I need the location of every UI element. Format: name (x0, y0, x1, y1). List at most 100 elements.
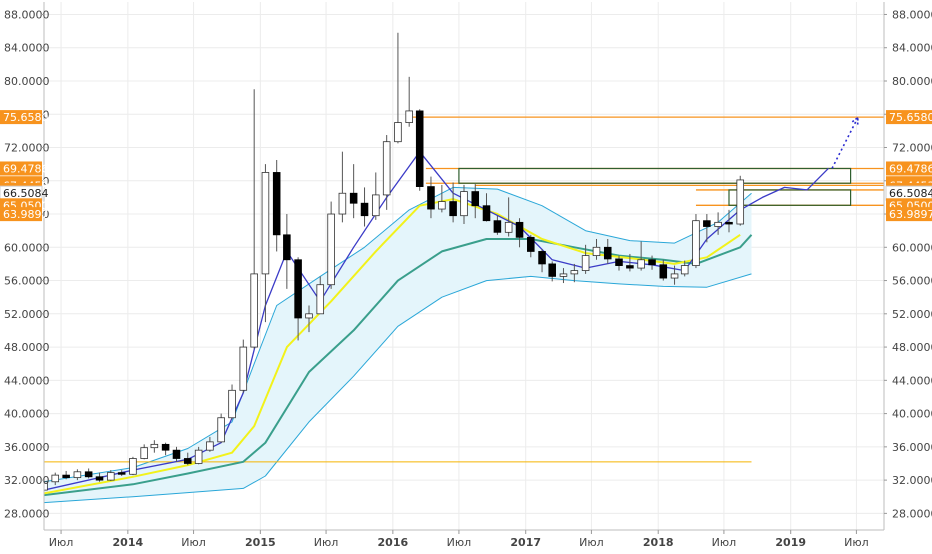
candle-down (415, 110, 424, 187)
x-tick-label: 2014 (113, 536, 144, 549)
plot-area (44, 32, 884, 504)
candle-down (183, 458, 192, 464)
x-tick-label: 2016 (378, 536, 409, 549)
y-tick-label-left: 88.0000 (4, 8, 50, 21)
y-tick-label-left: 52.0000 (4, 308, 50, 321)
y-tick-label-left: 40.0000 (4, 408, 50, 421)
y-tick-label-left: 44.0000 (4, 374, 50, 387)
price-tag-box (886, 110, 932, 125)
price-tags-left: 75.658069.478667.705667.445366.896666.50… (0, 110, 49, 222)
candle-down (703, 220, 711, 227)
y-tick-label-left: 84.0000 (4, 42, 50, 55)
candle-up (637, 259, 645, 269)
candle-up (239, 346, 248, 391)
price-tag-label: 66.5084 (3, 187, 49, 200)
candle-up (692, 220, 700, 266)
candle-down (615, 258, 623, 266)
candle-up (670, 273, 679, 279)
candle-down (515, 221, 524, 238)
candle-down (283, 234, 291, 261)
candle-up (206, 441, 214, 451)
bollinger-lower-line (44, 273, 752, 504)
y-tick-label-left: 56.0000 (4, 275, 50, 288)
x-tick-label: Июл (314, 536, 339, 549)
price-tags-right: 75.658069.478667.705667.445366.896666.50… (885, 110, 932, 222)
candle-up (504, 221, 513, 233)
candle-up (559, 273, 568, 277)
price-tag-label: 66.5084 (889, 187, 932, 200)
price-zone (458, 167, 852, 184)
candle-down (84, 471, 93, 478)
candle-down (427, 186, 435, 210)
price-tag-label: 63.9897 (889, 208, 932, 221)
x-tick-label: 2018 (643, 536, 674, 549)
y-tick-label-right: 84.0000 (892, 42, 932, 55)
candle-up (382, 141, 391, 196)
y-tick-label-right: 60.0000 (892, 241, 932, 254)
candle-up (107, 472, 115, 481)
candle-down (493, 220, 502, 233)
candle-down (725, 221, 733, 225)
x-tick-label: 2017 (510, 536, 541, 549)
candle-up (73, 471, 82, 479)
price-tag-label: 69.4786 (889, 162, 932, 175)
x-tick-label: Июл (844, 536, 869, 549)
candle-up (327, 213, 335, 286)
candle-down (360, 202, 369, 217)
ema-slow-line (44, 234, 753, 497)
y-tick-label-right: 88.0000 (892, 8, 932, 21)
candle-up (460, 191, 468, 217)
x-tick-label: 2015 (245, 536, 276, 549)
y-tick-label-left: 48.0000 (4, 341, 50, 354)
candle-down (117, 472, 126, 475)
price-tag-box (0, 207, 42, 222)
candle-up (338, 192, 347, 215)
candle-up (372, 194, 380, 217)
x-tick-label: Июл (447, 536, 472, 549)
candle-up (129, 458, 137, 475)
candle-down (272, 172, 281, 236)
y-tick-label-left: 32.0000 (4, 474, 50, 487)
x-tick-label: 2019 (775, 536, 806, 549)
candle-down (95, 476, 104, 481)
candle-up (714, 221, 722, 227)
candle-up (261, 172, 270, 275)
candle-up (305, 313, 313, 319)
candle-up (736, 179, 745, 225)
y-tick-label-right: 44.0000 (892, 374, 932, 387)
candle-down (62, 474, 70, 479)
candle-up (150, 443, 159, 449)
candle-up (680, 265, 689, 275)
y-tick-label-right: 52.0000 (892, 308, 932, 321)
candle-up (394, 122, 402, 143)
candle-up (194, 449, 203, 464)
price-tag-label: 75.6580 (889, 111, 932, 124)
y-tick-label-right: 72.0000 (892, 142, 932, 155)
candle-down (449, 201, 457, 217)
price-tag-label: 69.4786 (3, 162, 49, 175)
x-tick-label: Июл (181, 536, 206, 549)
x-tick-label: Июл (579, 536, 604, 549)
y-tick-label-right: 36.0000 (892, 441, 932, 454)
candle-up (581, 255, 590, 271)
bollinger-upper-line (44, 186, 752, 483)
y-tick-label-left: 28.0000 (4, 507, 50, 520)
candles (44, 32, 745, 493)
y-tick-label-right: 56.0000 (892, 275, 932, 288)
candle-down (172, 449, 181, 459)
y-tick-label-left: 60.0000 (4, 241, 50, 254)
candle-up (140, 447, 148, 459)
price-tag-label: 63.9897 (3, 208, 49, 221)
candle-up (405, 110, 413, 123)
price-tag-box (0, 110, 42, 125)
x-tick-label: Июл (712, 536, 737, 549)
candle-up (217, 417, 225, 443)
candle-up (250, 273, 258, 348)
candle-down (538, 251, 546, 265)
x-axis-labels: Июл 2014 Июл 2015 Июл 2016 Июл 2017 Июл 2018 Июл 20… (49, 530, 869, 549)
candle-down (648, 259, 656, 266)
candle-down (482, 205, 491, 222)
price-tag-box (0, 161, 42, 176)
x-tick-label: Июл (49, 536, 74, 549)
